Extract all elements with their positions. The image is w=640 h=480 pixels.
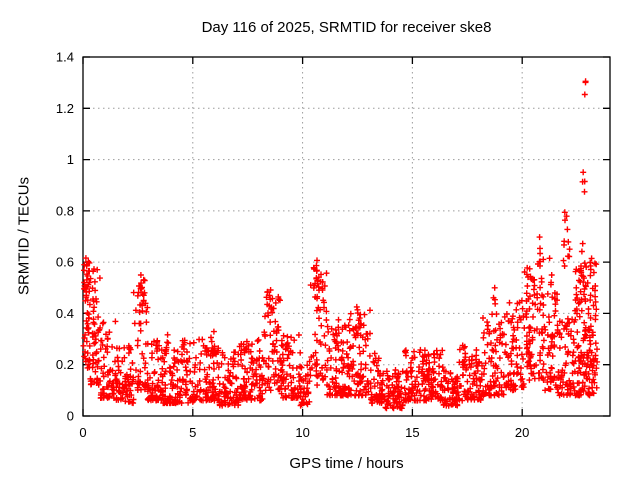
x-tick-label: 5 <box>189 425 196 440</box>
x-tick-label: 10 <box>295 425 309 440</box>
x-tick-label: 15 <box>405 425 419 440</box>
scatter-series-srmtid <box>80 78 601 412</box>
y-tick-label: 1 <box>67 152 74 167</box>
y-tick-label: 0.2 <box>56 357 74 372</box>
x-axis-label: GPS time / hours <box>289 455 404 472</box>
y-tick-label: 0.4 <box>56 306 74 321</box>
y-tick-label: 0.8 <box>56 203 74 218</box>
y-tick-label: 1.4 <box>56 50 74 65</box>
y-axis-label: SRMTID / TECUs <box>15 176 33 296</box>
x-tick-label: 20 <box>515 425 529 440</box>
chart-title: Day 116 of 2025, SRMTID for receiver ske… <box>201 19 492 36</box>
x-tick-label: 0 <box>79 425 86 440</box>
y-tick-label: 0 <box>67 409 74 424</box>
y-tick-label: 1.2 <box>56 101 74 116</box>
y-tick-label: 0.6 <box>56 255 74 270</box>
plot-border <box>82 56 611 417</box>
